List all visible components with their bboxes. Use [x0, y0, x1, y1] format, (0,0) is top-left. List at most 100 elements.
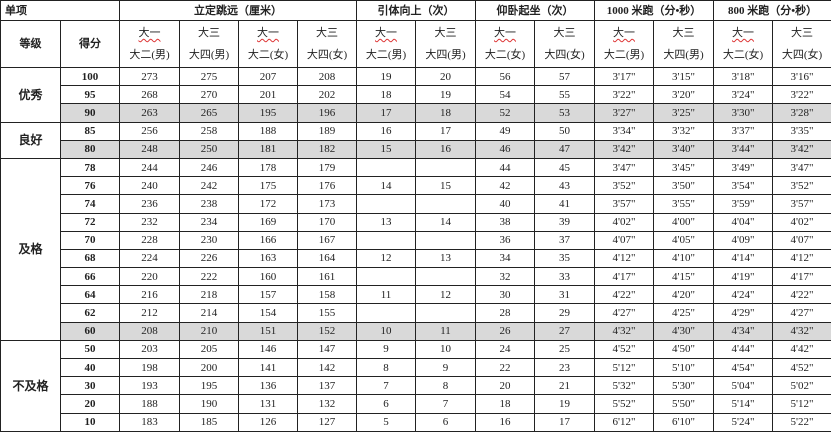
value-cell: 244 — [119, 157, 180, 178]
value-cell: 55 — [534, 85, 595, 105]
value-cell: 24 — [475, 339, 535, 360]
value-cell — [356, 267, 416, 287]
value-cell: 8 — [415, 376, 476, 396]
value-cell: 8 — [356, 357, 416, 378]
value-cell: 195 — [179, 376, 239, 396]
value-cell: 5'52" — [594, 394, 654, 414]
year-top: 大一 — [494, 27, 516, 39]
year-top: 大一 — [613, 27, 635, 39]
score-cell: 40 — [60, 357, 120, 378]
group-column-header: 大三 大四(女) — [534, 20, 595, 68]
value-cell: 4'07" — [772, 230, 831, 250]
value-cell: 5'14" — [713, 394, 774, 414]
value-cell: 258 — [179, 121, 239, 141]
value-cell: 18 — [415, 103, 476, 123]
value-cell — [415, 303, 476, 323]
value-cell: 137 — [297, 376, 357, 396]
score-cell: 85 — [60, 121, 120, 141]
table-row: 68 224 226 163 164 12 13 34 35 4'12" 4'10" 4'14" 4'1… — [1, 248, 831, 269]
value-cell: 202 — [297, 85, 357, 105]
test-group-header: 1000 米跑（分•秒） — [593, 0, 715, 21]
value-cell: 263 — [119, 103, 180, 123]
value-cell: 185 — [179, 412, 239, 432]
group-column-header: 大一 大二(男) — [119, 20, 180, 68]
value-cell: 4'50" — [652, 339, 715, 360]
value-cell: 19 — [415, 85, 476, 105]
value-cell — [415, 157, 476, 178]
value-cell: 3'18" — [713, 66, 774, 87]
value-cell: 3'44" — [713, 139, 774, 159]
table-row: 及格 78 244 246 178 179 44 45 3'47" 3'45" 3'49" 3'47" — [0, 157, 831, 341]
value-cell: 28 — [475, 303, 535, 323]
value-cell: 4'42" — [772, 339, 831, 360]
value-cell: 193 — [119, 376, 180, 396]
table-row: 74 236 238 172 173 40 41 3'57" 3'55" 3'59" 3'57" — [1, 194, 831, 214]
value-cell: 273 — [119, 66, 180, 87]
value-cell: 4'25" — [652, 303, 715, 323]
value-cell: 17 — [356, 103, 416, 123]
table-row: 64 216 218 157 158 11 12 30 31 4'22" 4'20" 4'24" 4'2… — [1, 285, 831, 305]
value-cell: 212 — [119, 303, 180, 323]
value-cell: 3'57" — [594, 194, 654, 214]
value-cell: 4'10" — [652, 248, 715, 269]
value-cell: 17 — [415, 121, 476, 141]
value-cell: 3'27" — [594, 103, 654, 123]
group-column-header: 大一大二(男) — [594, 20, 654, 68]
value-cell: 32 — [475, 267, 535, 287]
value-cell: 4'12" — [772, 248, 831, 269]
value-cell: 142 — [297, 357, 357, 378]
year-bottom: 大四(男) — [188, 49, 230, 61]
value-cell: 36 — [475, 230, 535, 250]
value-cell: 4'52" — [772, 357, 831, 378]
value-cell: 3'42" — [772, 139, 831, 159]
score-cell: 66 — [60, 267, 120, 287]
value-cell — [415, 230, 476, 250]
value-cell: 9 — [356, 339, 416, 360]
value-cell: 50 — [534, 121, 595, 141]
value-cell: 44 — [475, 157, 535, 178]
year-bottom: 大二(男) — [603, 49, 645, 61]
value-cell: 4'20" — [652, 285, 715, 305]
value-cell: 41 — [534, 194, 595, 214]
test-group-header: 仰卧起坐（次） — [475, 0, 595, 21]
value-cell: 6 — [356, 394, 416, 414]
value-cell: 4'12" — [594, 248, 654, 269]
value-cell: 25 — [534, 339, 595, 360]
value-cell: 5'22" — [772, 412, 831, 432]
year-bottom: 大二(女) — [247, 49, 289, 61]
value-cell: 4'32" — [594, 321, 654, 341]
value-cell: 4'34" — [713, 321, 774, 341]
value-cell: 176 — [297, 176, 357, 196]
value-cell: 132 — [297, 394, 357, 414]
value-cell: 188 — [238, 121, 298, 141]
value-cell: 7 — [415, 394, 476, 414]
value-cell: 6 — [415, 412, 476, 432]
table-row: 40 198 200 141 142 8 9 22 23 5'12" 5'10" 4'54" 4'52" — [1, 357, 831, 378]
value-cell: 205 — [179, 339, 239, 360]
score-header: 得分 — [60, 20, 120, 68]
value-cell: 37 — [534, 230, 595, 250]
value-cell: 275 — [179, 66, 239, 87]
value-cell: 160 — [238, 267, 298, 287]
score-cell: 68 — [60, 248, 120, 269]
value-cell: 158 — [297, 285, 357, 305]
value-cell: 13 — [356, 212, 416, 232]
value-cell: 4'02" — [594, 212, 654, 232]
value-cell: 34 — [475, 248, 535, 269]
value-cell: 4'22" — [594, 285, 654, 305]
table-row: 不及格 50 203 205 146 147 9 10 24 25 4'52" 4'50" 4'44" 4… — [0, 339, 831, 432]
value-cell: 3'59" — [713, 194, 774, 214]
score-cell: 64 — [60, 285, 120, 305]
year-top: 大一 — [138, 27, 161, 39]
year-bottom: 大二(女) — [484, 49, 526, 61]
value-cell: 4'52" — [594, 339, 654, 360]
value-cell: 3'28" — [772, 103, 831, 123]
item-header: 单项 — [0, 0, 120, 21]
value-cell: 230 — [179, 230, 239, 250]
value-cell: 19 — [534, 394, 595, 414]
table-row: 优秀 100 273 275 207 208 19 20 56 57 3'17" 3'15" 3'18"… — [0, 66, 831, 123]
value-cell: 54 — [475, 85, 535, 105]
value-cell: 189 — [297, 121, 357, 141]
value-cell: 16 — [475, 412, 535, 432]
value-cell: 228 — [119, 230, 180, 250]
